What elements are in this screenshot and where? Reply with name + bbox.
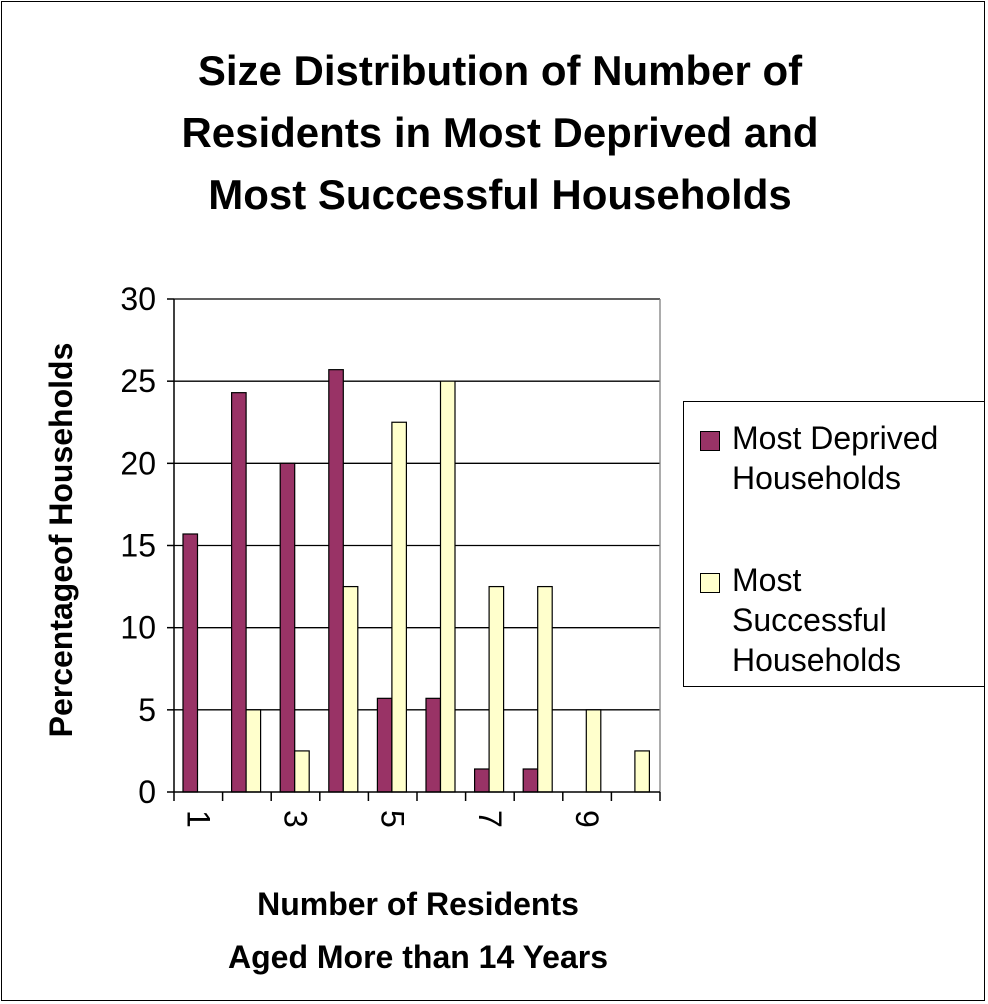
bar-successful-6 [439,380,456,793]
legend-swatch-deprived [700,431,720,451]
legend-label-deprived-line-2: Households [732,460,901,496]
y-tick-label-20: 20 [120,445,156,481]
bar-successful-4 [342,585,359,793]
y-tick-label-5: 5 [138,692,156,728]
legend-label-successful-line-2: Successful [732,602,887,638]
bar-deprived-8 [522,768,539,793]
legend-swatch-successful [700,573,720,593]
bar-deprived-4 [328,369,344,793]
x-tick-labels: 1 3 5 7 9 [180,810,605,828]
chart-title-line-3: Most Successful Households [208,171,792,218]
x-axis-title-line-2: Aged More than 14 Years [228,939,608,975]
legend-label-successful-line-1: Most [732,562,802,598]
bar-successful-8 [537,585,553,793]
bar-deprived-7 [474,768,490,793]
bar-successful-7 [488,585,505,793]
bars [182,369,651,793]
bar-successful-10 [634,750,651,793]
y-axis-title: Percentageof Households [43,343,79,738]
legend-label-successful: Most Successful Households [732,560,982,680]
bar-successful-3 [294,750,310,793]
x-tick-label-3: 3 [278,810,314,828]
y-tick-label-10: 10 [120,610,156,646]
bar-successful-5 [391,421,407,793]
y-tick-label-0: 0 [138,774,156,810]
bar-deprived-5 [376,697,393,793]
legend-label-deprived-line-1: Most Deprived [732,420,939,456]
bar-successful-2 [245,709,262,793]
legend-label-successful-line-3: Households [732,642,901,678]
legend-entry-successful: Most Successful Households [700,560,982,680]
bar-successful-9 [585,709,602,793]
y-tick-label-30: 30 [120,281,156,317]
bar-deprived-2 [231,392,247,793]
chart-title-line-1: Size Distribution of Number of [197,47,803,94]
x-tick-label-7: 7 [472,810,508,828]
y-tick-label-25: 25 [120,363,156,399]
x-tick-label-9: 9 [569,810,605,828]
x-axis-title-line-1: Number of Residents [257,886,579,922]
y-tick-label-15: 15 [120,528,156,564]
axes [167,298,661,801]
y-tick-labels: 0 5 10 15 20 25 30 [120,281,156,810]
x-tick-label-1: 1 [180,810,216,828]
legend-label-deprived: Most Deprived Households [732,418,982,498]
legend-entry-deprived: Most Deprived Households [700,418,982,498]
bar-deprived-3 [279,462,296,793]
chart-title: Size Distribution of Number of Residents… [60,40,940,226]
legend: Most Deprived Households Most Successful… [683,401,985,687]
chart-title-line-2: Residents in Most Deprived and [181,109,819,156]
bar-deprived-1 [182,533,199,793]
bar-deprived-6 [425,697,442,793]
x-tick-label-5: 5 [375,810,411,828]
